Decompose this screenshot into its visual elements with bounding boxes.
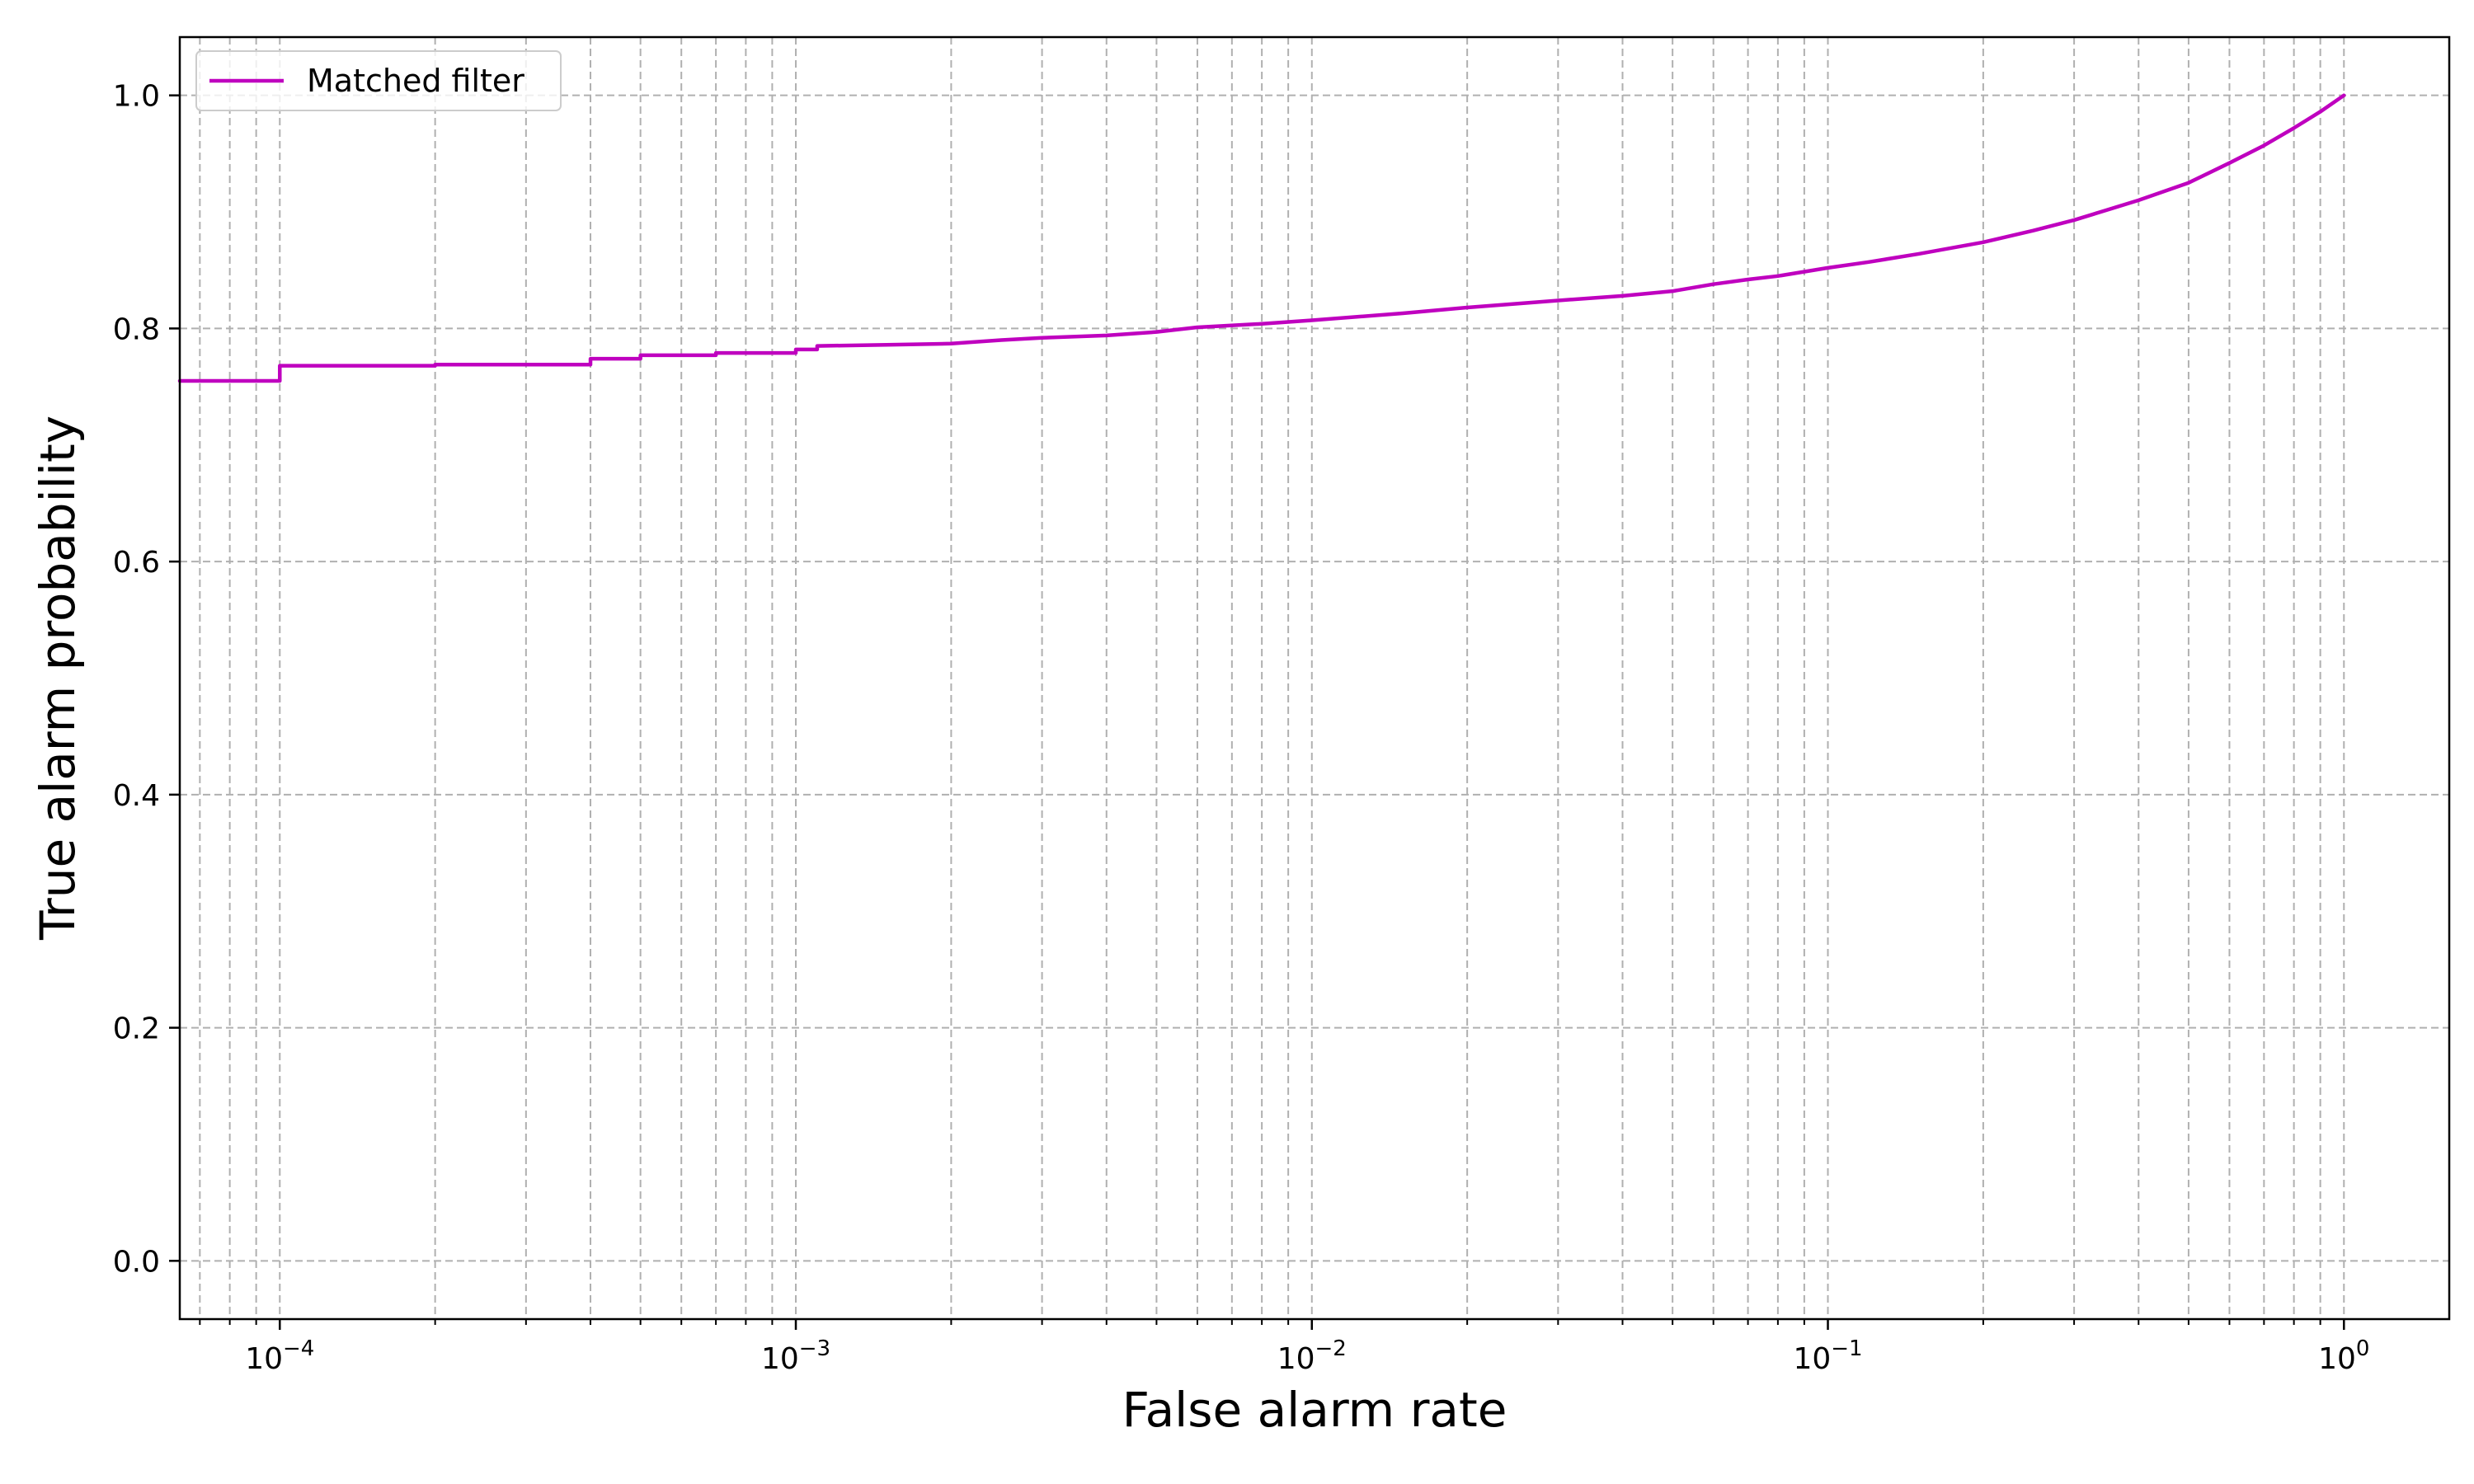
y-tick-label: 0.6 <box>113 546 160 580</box>
legend-box <box>195 50 562 111</box>
y-tick-label: 1.0 <box>113 80 160 114</box>
y-tick-label: 0.2 <box>113 1012 160 1046</box>
axis-ticks: 0.0 0.2 0.4 0.6 0.8 1.0 10−4 10−3 10−2 10−1 100 <box>113 80 2370 1376</box>
x-axis-title: False alarm rate <box>1122 1382 1507 1438</box>
y-tick-label: 0.0 <box>113 1245 160 1279</box>
y-tick-label: 0.8 <box>113 312 160 346</box>
x-tick-label: 10−3 <box>761 1336 830 1376</box>
series-line-matched-filter <box>177 93 2346 383</box>
x-tick-label: 10−4 <box>245 1336 314 1376</box>
grid-lines <box>180 37 2449 1319</box>
x-tick-label: 10−1 <box>1793 1336 1862 1376</box>
plot-area-frame <box>178 35 2451 1321</box>
x-tick-label: 10−2 <box>1277 1336 1347 1376</box>
y-axis-title: True alarm probability <box>30 416 86 941</box>
y-tick-label: 0.4 <box>113 779 160 813</box>
legend: Matched filter <box>195 50 562 111</box>
legend-label-matched-filter: Matched filter <box>307 63 524 99</box>
x-tick-label: 100 <box>2318 1336 2369 1376</box>
data-series <box>177 93 2346 383</box>
